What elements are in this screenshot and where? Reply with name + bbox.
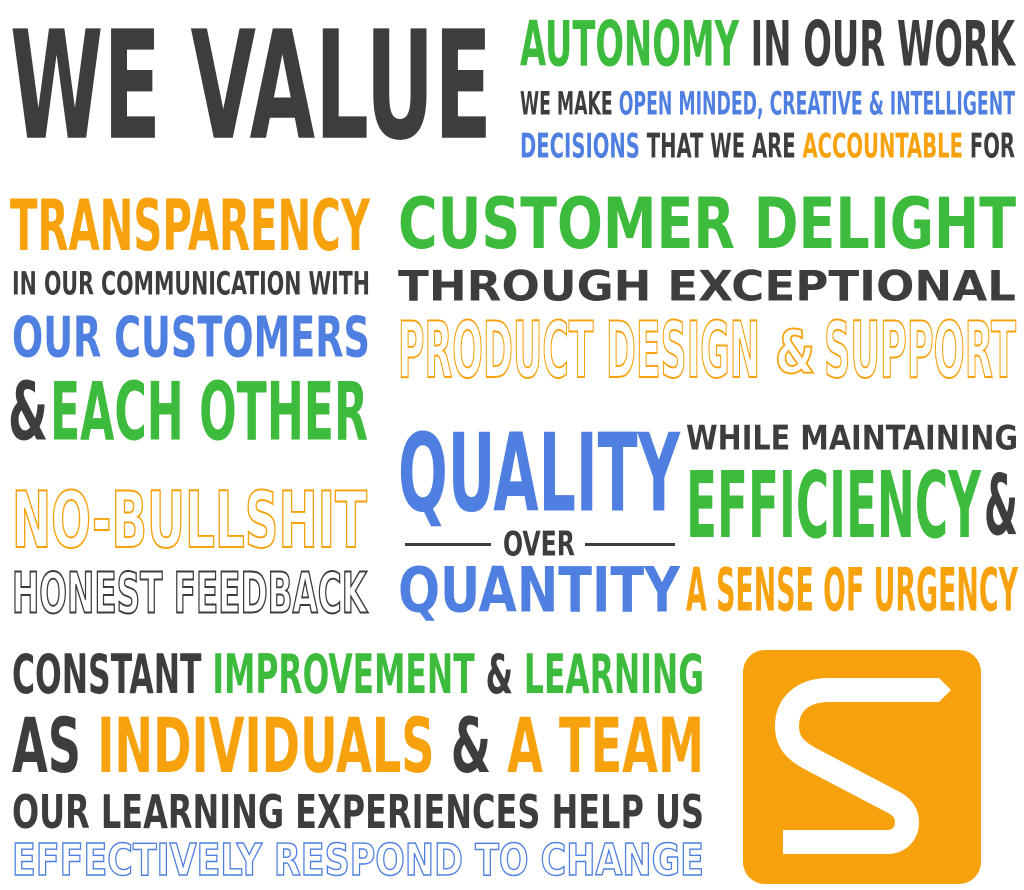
accountable-word: ACCOUNTABLE [802,127,964,167]
decisions-word: DECISIONS [520,127,640,167]
over-text: OVER [503,525,575,565]
as-word: AS [12,701,82,790]
our-customers-text: OUR CUSTOMERS [12,304,370,371]
s-logo-icon [775,678,951,854]
autonomy-line: AUTONOMY IN OUR WORK [520,14,1015,76]
through-exceptional-text: THROUGH EXCEPTIONAL [398,262,1016,311]
product-ampersand: & [774,317,816,387]
support-text: SUPPORT [824,305,1017,396]
transparency-heading: TRANSPARENCY [10,186,370,268]
we-make-text: WE MAKE [520,85,613,123]
product-design-text: PRODUCT DESIGN [398,305,761,396]
improvement-ampersand: & [485,643,513,707]
for-text: FOR [969,127,1015,167]
individuals-team-line: AS INDIVIDUALS & A TEAM [12,708,704,784]
efficiency-ampersand: & [984,456,1018,555]
while-maintaining-text: WHILE MAINTAINING [686,419,1018,459]
open-minded-text: OPEN MINDED, CREATIVE & INTELLIGENT [618,85,1015,123]
individuals-word: INDIVIDUALS [97,701,435,790]
each-other-text: EACH OTHER [50,365,368,459]
a-team-word: A TEAM [507,701,704,790]
learning-experiences-text: OUR LEARNING EXPERIENCES HELP US [12,786,704,840]
over-left-rule [405,543,491,546]
no-bullshit-text: NO-BULLSHIT [11,475,367,566]
quantity-text: QUANTITY [398,555,680,627]
ampersand-text: & [8,365,48,459]
decisions-line-2: DECISIONS THAT WE ARE ACCOUNTABLE FOR [520,130,1015,164]
team-ampersand: & [450,701,492,790]
customer-delight-heading: CUSTOMER DELIGHT [398,184,1016,266]
communication-text: IN OUR COMMUNICATION WITH [12,265,370,303]
constant-word: CONSTANT [12,643,202,707]
in-our-work-text: IN OUR WORK [750,9,1015,81]
improvement-word: IMPROVEMENT [212,643,475,707]
company-logo [743,650,981,884]
that-we-are-text: THAT WE ARE [646,127,796,167]
we-value-heading: WE VALUE [10,0,492,174]
honest-feedback-text: HONEST FEEDBACK [11,560,367,627]
learning-word: LEARNING [523,643,704,707]
over-right-rule [585,543,675,546]
constant-improvement-line: CONSTANT IMPROVEMENT & LEARNING [12,648,704,702]
efficiency-text: EFFICIENCY [686,451,981,560]
sense-of-urgency-text: A SENSE OF URGENCY [686,555,1018,625]
decisions-line-1: WE MAKE OPEN MINDED, CREATIVE & INTELLIG… [520,88,1015,120]
respond-to-change-text: EFFECTIVELY RESPOND TO CHANGE [11,834,704,886]
autonomy-word: AUTONOMY [520,9,739,81]
quality-text: QUALITY [398,410,680,537]
